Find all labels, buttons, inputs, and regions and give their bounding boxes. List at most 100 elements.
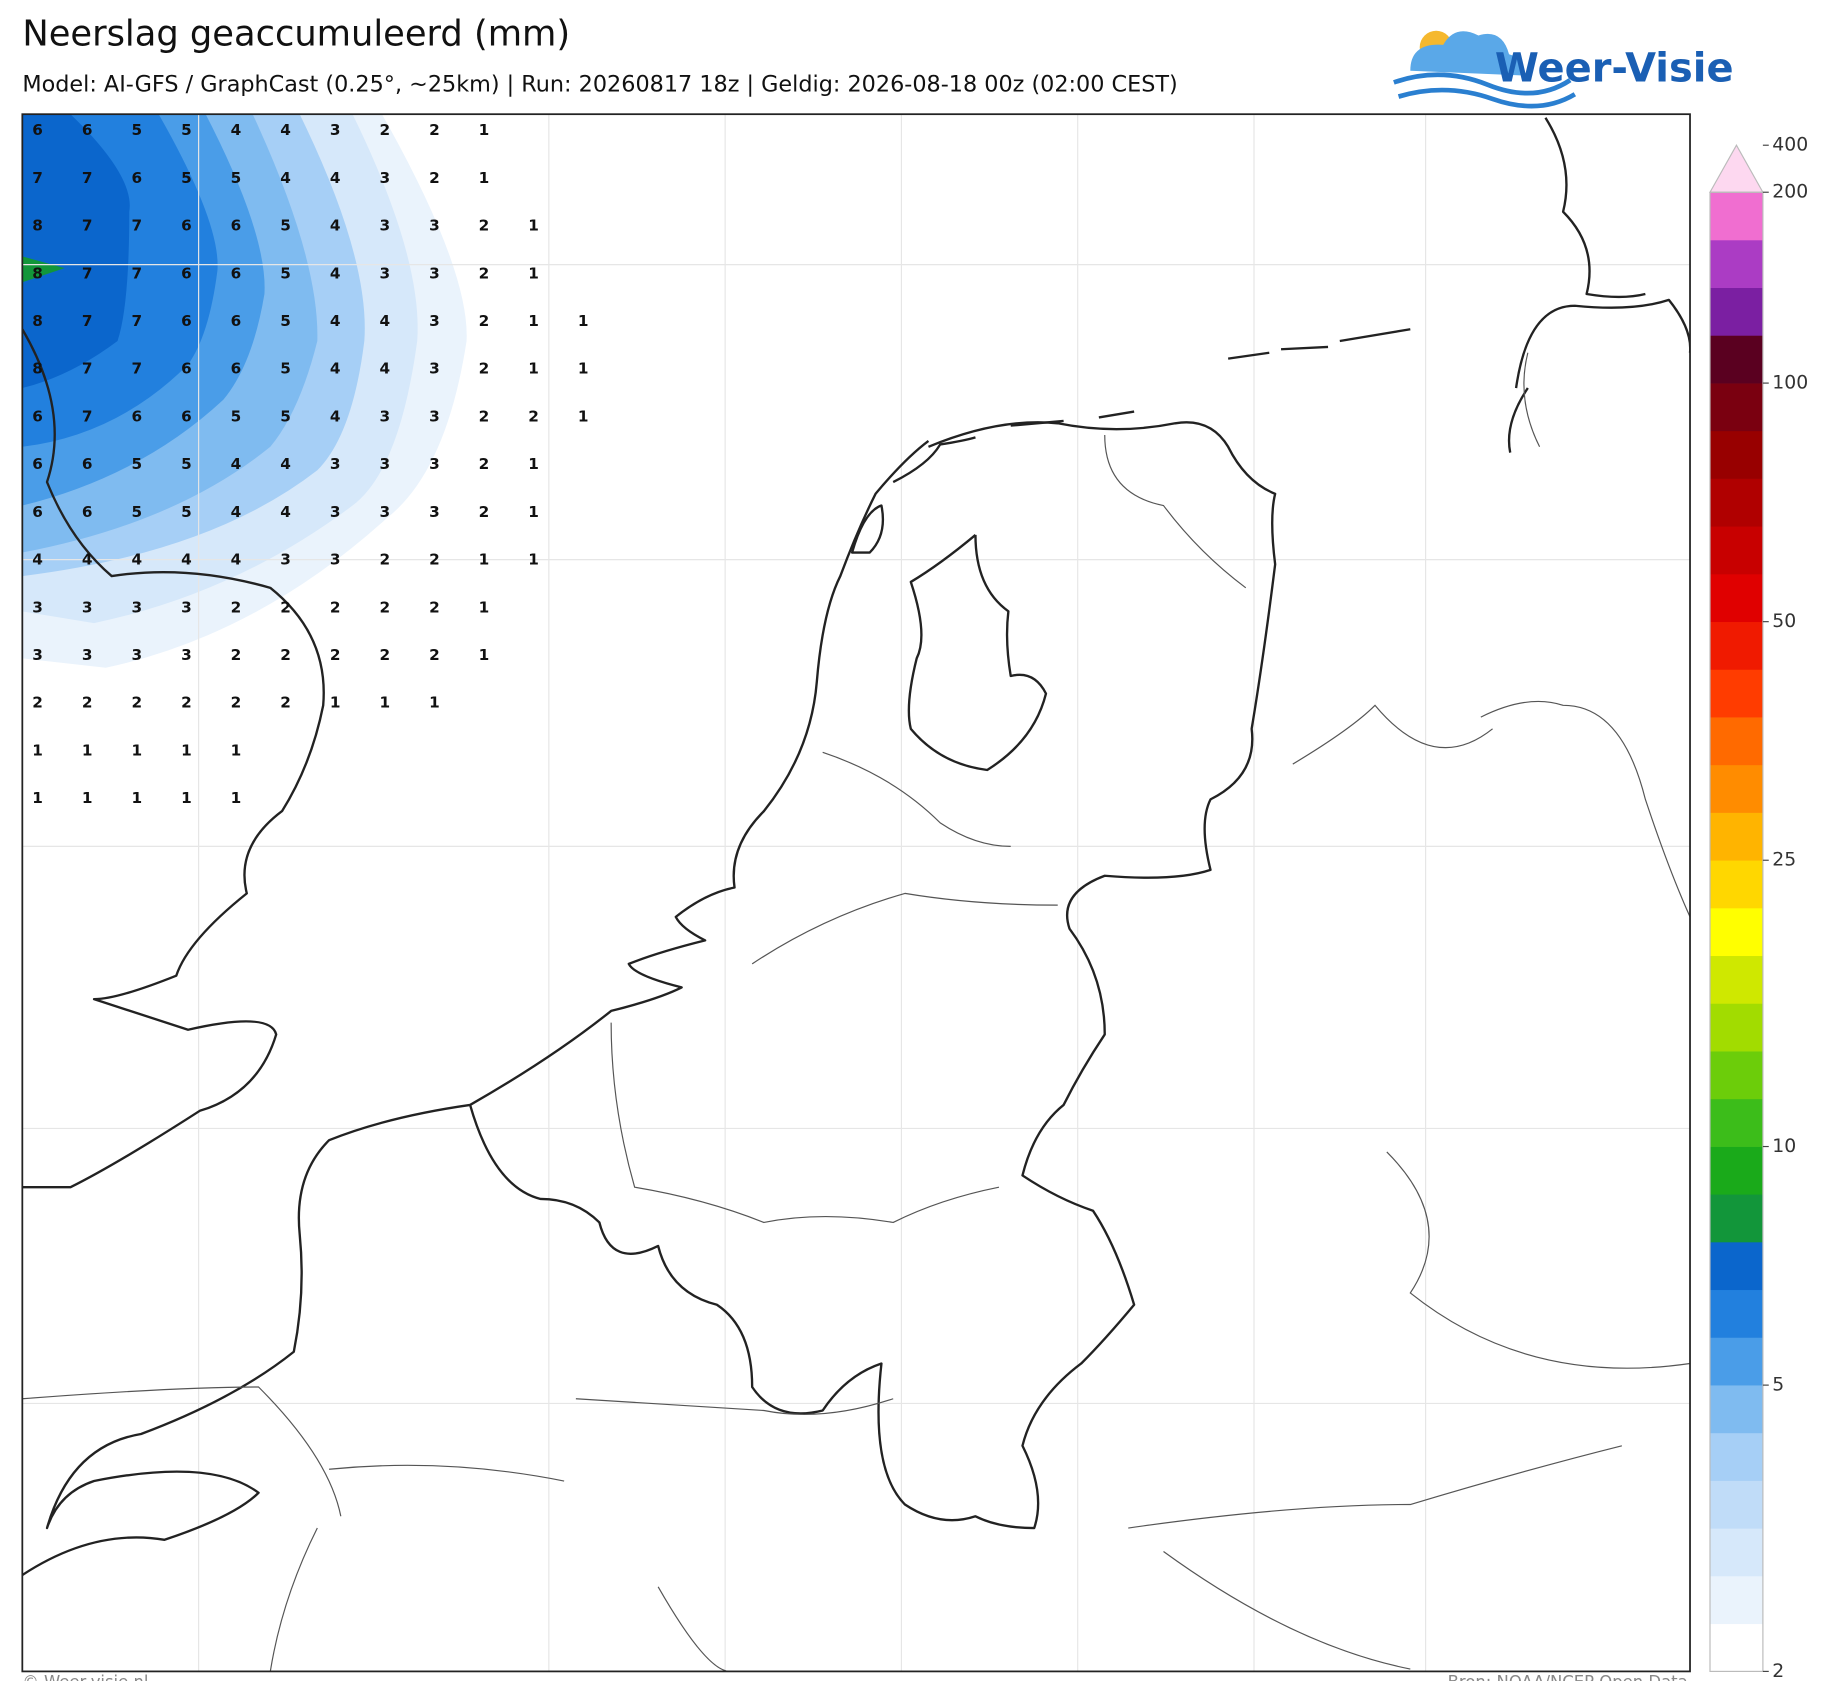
grid-value: 2 (479, 217, 490, 235)
grid-value: 2 (131, 694, 142, 712)
grid-value: 6 (181, 360, 192, 378)
grid-value: 4 (330, 264, 341, 282)
grid-value: 4 (330, 169, 341, 187)
grid-value: 3 (379, 503, 390, 521)
grid-value: 2 (280, 646, 291, 664)
colorbar-band (1710, 526, 1763, 575)
grid-value: 7 (82, 169, 93, 187)
grid-value: 2 (429, 598, 440, 616)
grid-value: 6 (231, 312, 242, 330)
grid-value: 3 (429, 407, 440, 425)
grid-value: 7 (131, 360, 142, 378)
grid-value: 5 (280, 360, 291, 378)
grid-value: 4 (330, 360, 341, 378)
grid-value: 1 (528, 264, 539, 282)
grid-value: 1 (330, 694, 341, 712)
grid-value: 3 (32, 598, 43, 616)
grid-value: 3 (379, 407, 390, 425)
grid-value: 7 (131, 217, 142, 235)
grid-value: 4 (330, 217, 341, 235)
grid-value: 2 (479, 503, 490, 521)
colorbar-band (1710, 573, 1763, 623)
grid-value: 5 (131, 503, 142, 521)
grid-value: 7 (82, 360, 93, 378)
grid-value: 6 (32, 455, 43, 473)
grid-value: 1 (528, 217, 539, 235)
grid-value: 6 (32, 503, 43, 521)
grid-value: 1 (82, 789, 93, 807)
colorbar-band (1710, 239, 1763, 289)
grid-value: 6 (231, 360, 242, 378)
grid-value: 3 (82, 598, 93, 616)
grid-value: 3 (330, 551, 341, 569)
colorbar-band (1710, 955, 1763, 1004)
grid-value: 6 (181, 264, 192, 282)
colorbar-tick-label: 100 (1772, 373, 1808, 394)
grid-value: 6 (32, 121, 43, 139)
grid-value: 4 (82, 551, 93, 569)
grid-value: 3 (280, 551, 291, 569)
grid-value: 6 (82, 503, 93, 521)
grid-value: 3 (429, 455, 440, 473)
grid-value: 3 (330, 455, 341, 473)
subtitle: Model: AI-GFS / GraphCast (0.25°, ~25km)… (22, 71, 1177, 97)
grid-value: 2 (479, 407, 490, 425)
grid-value: 8 (32, 217, 43, 235)
grid-value: 3 (379, 455, 390, 473)
grid-value: 1 (429, 694, 440, 712)
grid-value: 5 (181, 169, 192, 187)
grid-value: 2 (479, 312, 490, 330)
grid-value: 2 (379, 121, 390, 139)
colorbar-band (1710, 1146, 1763, 1195)
grid-value: 1 (131, 789, 142, 807)
colorbar-band (1710, 1432, 1763, 1481)
grid-value: 4 (379, 312, 390, 330)
grid-value: 2 (479, 264, 490, 282)
grid-value: 4 (330, 407, 341, 425)
colorbar-tick-label: 10 (1772, 1136, 1796, 1157)
grid-value: 1 (379, 694, 390, 712)
grid-value: 1 (181, 789, 192, 807)
grid-value: 2 (379, 551, 390, 569)
colorbar-tick-label: 5 (1772, 1375, 1784, 1396)
map: 6 6 5 5 4 4 3 2 2 1 7 7 6 5 5 4 4 3 2 1 8 7 7 6 6 5 4 3 3 2 1 8 7 7 6 6 5 4 3 3… (22, 114, 1691, 1672)
grid-value: 2 (330, 598, 341, 616)
colorbar-band (1710, 717, 1763, 766)
coastlines (22, 117, 1691, 1577)
grid-value: 8 (32, 360, 43, 378)
grid-value: 3 (82, 646, 93, 664)
grid-value: 5 (231, 169, 242, 187)
colorbar-extend (1708, 144, 1764, 193)
grid-value: 2 (429, 646, 440, 664)
grid-value: 1 (82, 741, 93, 759)
colorbar-band (1710, 1194, 1763, 1243)
grid-value: 3 (181, 598, 192, 616)
grid-value: 1 (578, 312, 589, 330)
colorbar-band (1710, 1480, 1763, 1529)
grid-value: 7 (131, 264, 142, 282)
grid-value: 6 (181, 217, 192, 235)
grid-value: 2 (181, 694, 192, 712)
grid-value: 2 (280, 694, 291, 712)
grid-value: 4 (181, 551, 192, 569)
footer-credit: © Weer-visie.nl (22, 1673, 148, 1681)
grid-value: 3 (131, 646, 142, 664)
grid-value: 5 (280, 264, 291, 282)
grid-value: 3 (429, 360, 440, 378)
grid-value: 4 (32, 551, 43, 569)
colorbar-band (1710, 478, 1763, 527)
colorbar-band (1710, 1098, 1763, 1147)
grid-value: 1 (528, 551, 539, 569)
grid-value: 1 (528, 312, 539, 330)
colorbar-band (1710, 430, 1763, 479)
colorbar-tick-label: 200 (1772, 182, 1808, 203)
grid-value: 4 (280, 121, 291, 139)
grid-value: 2 (32, 694, 43, 712)
colorbar-band (1710, 907, 1763, 957)
logo: Weer-Visie (1393, 30, 1734, 109)
grid-value: 2 (379, 598, 390, 616)
colorbar-tick-label: 25 (1772, 850, 1796, 871)
grid-value: 5 (280, 312, 291, 330)
